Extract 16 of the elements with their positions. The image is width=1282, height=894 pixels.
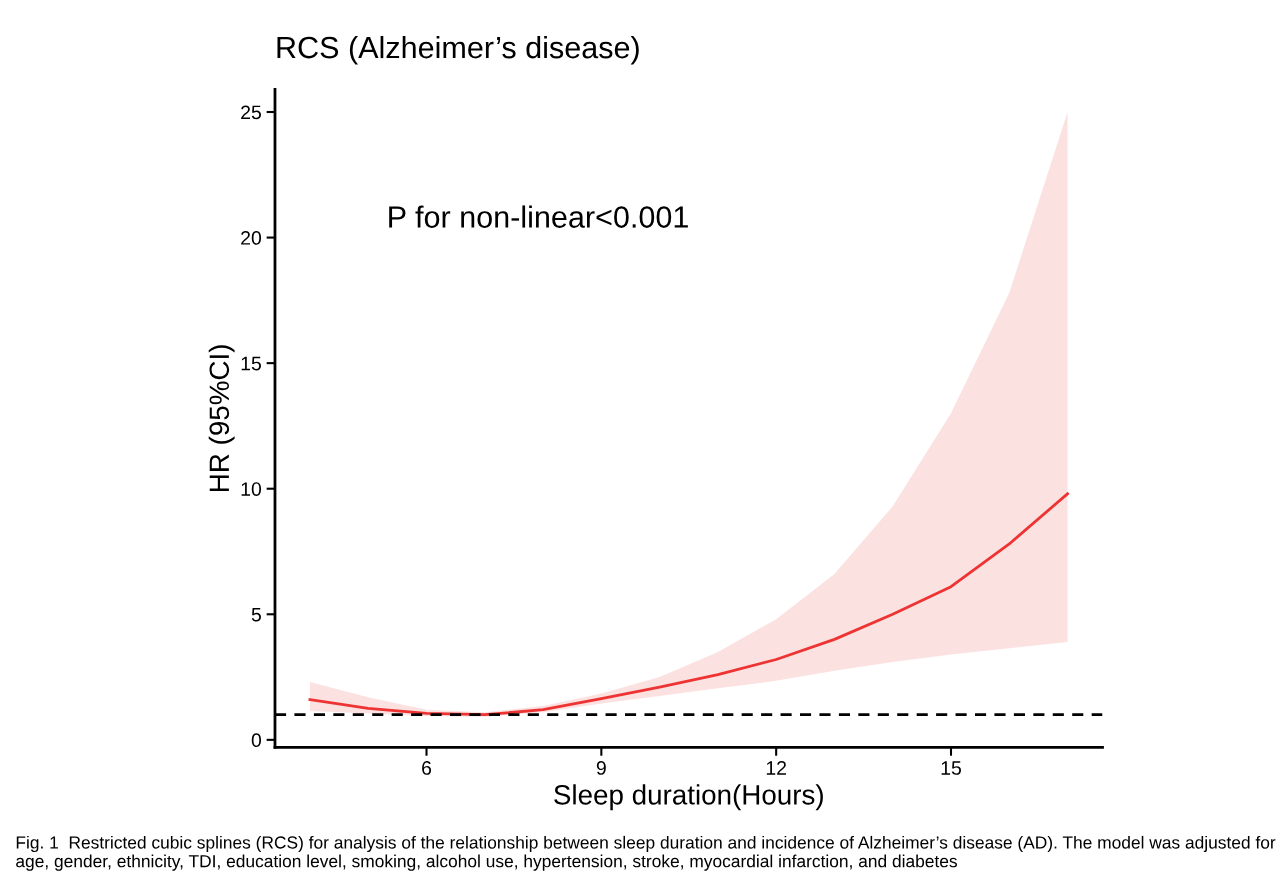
x-tick-label: 9: [596, 761, 606, 775]
y-tick-label: 0: [251, 733, 262, 748]
caption: Fig. 1 Restricted cubic splines (RCS) for analysis of the relationship between sleep duration and incidence of Alzheimer’s disease (AD). The model was adjusted for age, gender, ethnicity, TDI, education level, smoking, alcohol use, hypertension, stroke, myocardial infarction, and diabetes: [16, 835, 1276, 871]
y-tick-label: 20: [241, 231, 262, 245]
y-tick-label: 15: [241, 356, 261, 371]
y-tick-label: 5: [251, 607, 261, 622]
x-axis-title: Sleep duration(Hours): [554, 784, 823, 811]
x-tick-label: 12: [766, 761, 787, 775]
annotation: P for non-linear<0.001: [389, 205, 688, 228]
y-axis-title: HR (95%CI): [208, 345, 235, 491]
x-tick-label: 6: [422, 761, 432, 775]
y-tick-label: 25: [241, 105, 261, 120]
x-tick-label: 15: [941, 761, 961, 775]
y-tick-label: 10: [241, 482, 262, 496]
line-series: [308, 492, 1069, 717]
chart-title: RCS (Alzheimer’s disease): [277, 35, 639, 65]
